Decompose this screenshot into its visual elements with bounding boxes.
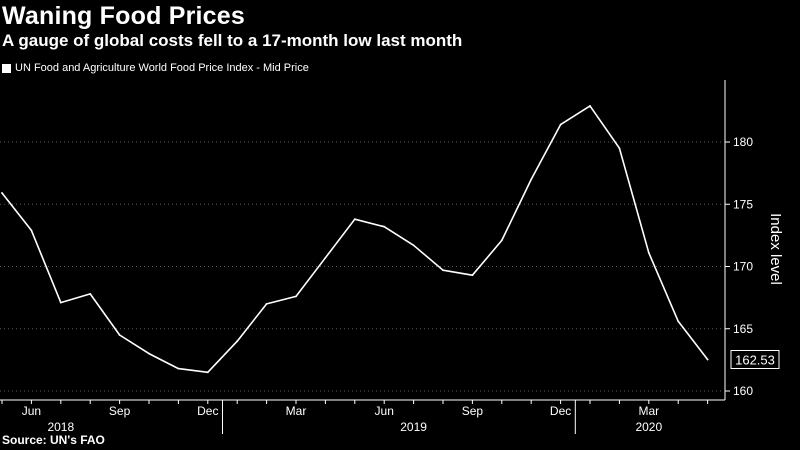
data-point — [589, 104, 591, 107]
data-point — [295, 295, 297, 298]
x-tick-label: Dec — [550, 404, 571, 418]
chart-title: Waning Food Prices — [2, 2, 245, 30]
x-year-label: 2018 — [47, 420, 74, 434]
data-point — [148, 352, 150, 355]
data-point — [206, 371, 209, 374]
data-point — [265, 302, 268, 305]
y-tick-label-160: 160 — [733, 384, 753, 398]
y-axis-label: Index level — [767, 213, 784, 285]
data-point — [353, 218, 356, 221]
y-tick-label-170: 170 — [733, 260, 753, 274]
chart-subtitle: A gauge of global costs fell to a 17-mon… — [2, 31, 463, 50]
x-tick-label: Jun — [22, 404, 41, 418]
x-axis: Jun Sep Dec Mar Jun Sep Dec Mar 2018 2019 2020 — [0, 399, 725, 434]
last-value-label: 162.53 — [735, 353, 775, 368]
data-point — [618, 147, 621, 150]
y-tick-label-175: 175 — [733, 197, 753, 211]
x-tick-label: Dec — [197, 404, 218, 418]
data-series — [1, 104, 709, 374]
data-point — [706, 358, 709, 361]
x-tick-label: Sep — [462, 404, 484, 418]
source-note: Source: UN's FAO — [2, 433, 105, 447]
data-point — [59, 301, 62, 304]
data-point — [236, 340, 239, 343]
x-tick-label: Mar — [286, 404, 307, 418]
data-point — [677, 320, 680, 323]
x-year-label: 2019 — [400, 420, 427, 434]
last-value-box — [730, 350, 780, 370]
x-tick-label: Jun — [375, 404, 394, 418]
y-axis: 160 165 170 175 180 — [724, 80, 753, 400]
y-tick-label-165: 165 — [733, 322, 753, 336]
x-tick-label: Sep — [109, 404, 131, 418]
data-point — [118, 334, 121, 336]
data-point — [500, 239, 503, 242]
series-line — [1, 105, 709, 374]
legend: UN Food and Agriculture World Food Price… — [2, 62, 309, 74]
data-point — [89, 292, 92, 295]
data-point — [177, 367, 180, 370]
x-year-label: 2020 — [635, 420, 662, 434]
data-point — [324, 256, 327, 259]
data-point — [442, 269, 444, 272]
data-point — [412, 244, 415, 247]
data-point — [559, 123, 562, 126]
legend-label: UN Food and Agriculture World Food Price… — [15, 62, 309, 74]
y-tick-label-180: 180 — [733, 135, 753, 149]
data-point — [1, 192, 3, 194]
x-tick-label: Mar — [638, 404, 659, 418]
data-point — [530, 178, 533, 181]
last-value-marker: 162.53 — [730, 350, 780, 370]
data-point — [383, 225, 386, 228]
data-point — [647, 251, 650, 254]
data-point — [30, 229, 33, 232]
legend-swatch — [2, 63, 11, 73]
grid-lines — [0, 141, 723, 392]
data-point — [471, 274, 474, 277]
